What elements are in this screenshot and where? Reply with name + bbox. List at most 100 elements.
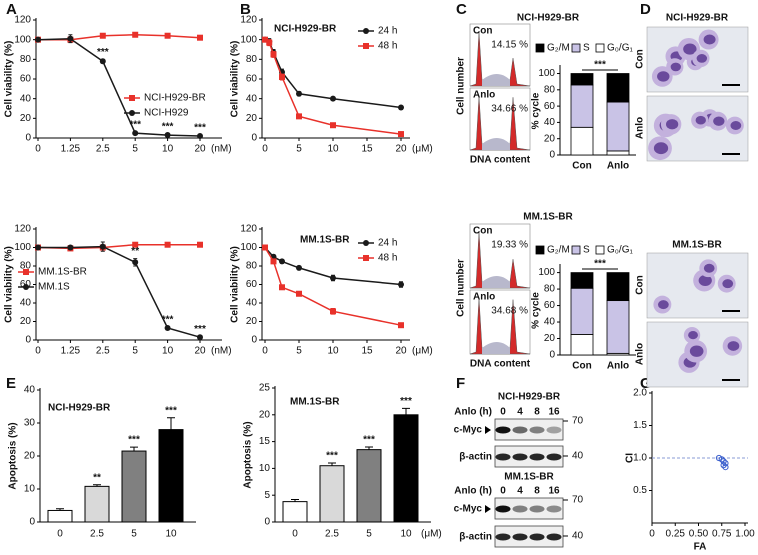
marker bbox=[279, 258, 285, 265]
y-tick-label: 100 bbox=[538, 267, 555, 278]
x-axis-label: FA bbox=[694, 542, 707, 553]
y-axis-label: Cell viability (%) bbox=[230, 246, 241, 323]
error-bar bbox=[167, 417, 175, 430]
x-tick-label: 2.5 bbox=[325, 529, 339, 540]
marker bbox=[164, 324, 171, 331]
nucleus bbox=[703, 34, 716, 45]
y-tick-label: 2.0 bbox=[633, 388, 647, 399]
x-tick-label: 0 bbox=[35, 144, 41, 155]
x-unit: (μM) bbox=[412, 346, 433, 357]
y-tick-label: 10 bbox=[259, 463, 271, 474]
error-bar bbox=[130, 446, 138, 452]
nucleus bbox=[696, 54, 708, 63]
size-marker: 40 bbox=[572, 451, 584, 462]
x-tick-label: 20 bbox=[194, 346, 206, 357]
x-tick-label: 0 bbox=[57, 529, 63, 540]
nucleus bbox=[689, 345, 704, 357]
x-tick-label: Con bbox=[572, 161, 591, 172]
y-tick-label: 40 bbox=[20, 298, 32, 309]
significance: *** bbox=[97, 47, 109, 58]
blot-title: NCI-H929-BR bbox=[498, 392, 561, 403]
blot bbox=[494, 418, 564, 441]
legend-swatch bbox=[535, 245, 545, 255]
lane-label: 16 bbox=[548, 486, 560, 497]
error-bar bbox=[93, 484, 101, 487]
legend-marker bbox=[363, 255, 369, 261]
x-tick-label: 5 bbox=[296, 144, 302, 155]
marker bbox=[296, 113, 302, 120]
marker bbox=[279, 284, 285, 291]
bar-segment bbox=[606, 150, 630, 156]
y-tick-label: 20 bbox=[544, 133, 556, 144]
y-tick-label: 15 bbox=[259, 436, 271, 447]
x-tick-label: 0.75 bbox=[712, 529, 732, 540]
error-bar bbox=[402, 407, 410, 415]
y-tick-label: 1.0 bbox=[633, 453, 647, 464]
y-tick-label: 20 bbox=[24, 451, 36, 462]
significance: *** bbox=[400, 396, 412, 407]
nucleus bbox=[727, 341, 740, 351]
chart-title: NCI-H929-BR bbox=[48, 403, 111, 414]
legend-label: 24 h bbox=[378, 26, 397, 37]
bar-segment bbox=[606, 272, 630, 302]
band bbox=[512, 505, 528, 513]
band bbox=[546, 505, 562, 513]
significance: *** bbox=[194, 324, 206, 335]
marker bbox=[197, 34, 203, 41]
nucleus bbox=[670, 62, 681, 72]
x-tick-label: Anlo bbox=[607, 161, 629, 172]
percent-label: 34.68 % bbox=[491, 306, 528, 317]
y-tick-label: 60 bbox=[246, 279, 258, 290]
y-tick-label: 0 bbox=[25, 133, 31, 144]
marker bbox=[398, 281, 404, 288]
significance: *** bbox=[165, 405, 177, 416]
x-tick-label: 0.25 bbox=[666, 529, 686, 540]
histogram-s bbox=[482, 138, 510, 150]
panel-label: E bbox=[6, 375, 16, 392]
marker bbox=[67, 35, 74, 42]
x-tick-label: 2.5 bbox=[90, 529, 104, 540]
error-bar bbox=[328, 462, 336, 466]
y-tick-label: 100 bbox=[14, 34, 31, 45]
y-tick-label: 60 bbox=[544, 101, 556, 112]
legend-label: G₀/G₁ bbox=[607, 245, 633, 256]
x-axis-label: DNA content bbox=[470, 155, 531, 166]
x-tick-label: 20 bbox=[395, 144, 407, 155]
band bbox=[529, 505, 545, 513]
marker bbox=[132, 130, 139, 137]
significance: *** bbox=[594, 259, 606, 270]
marker bbox=[35, 244, 41, 251]
lane-label: 16 bbox=[548, 407, 560, 418]
legend-swatch bbox=[571, 245, 581, 255]
bar bbox=[319, 465, 345, 523]
condition-label: Con bbox=[473, 26, 492, 37]
y-tick-label: 100 bbox=[538, 68, 555, 79]
x-tick-label: 10 bbox=[400, 529, 412, 540]
band bbox=[495, 533, 511, 541]
band bbox=[546, 426, 562, 434]
y-tick-label: 100 bbox=[240, 242, 257, 253]
y-tick-label: 0.5 bbox=[633, 485, 647, 496]
x-unit: (μM) bbox=[421, 529, 442, 540]
bar-segment bbox=[570, 84, 594, 128]
band bbox=[529, 426, 545, 434]
legend-label: S bbox=[583, 43, 590, 54]
marker bbox=[197, 334, 203, 341]
y-tick-label: 80 bbox=[544, 284, 556, 295]
legend-marker bbox=[363, 240, 369, 246]
marker bbox=[99, 58, 106, 65]
treatment-label: Anlo (h) bbox=[454, 407, 492, 418]
marker bbox=[197, 133, 203, 140]
x-tick-label: 0 bbox=[292, 529, 298, 540]
nucleus bbox=[688, 331, 698, 340]
y-tick-label: 30 bbox=[24, 418, 36, 429]
histogram-s bbox=[482, 276, 510, 288]
y-tick-label: 120 bbox=[240, 224, 257, 235]
size-marker: 70 bbox=[572, 495, 584, 506]
y-tick-label: 5 bbox=[264, 490, 270, 501]
y-tick-label: 0 bbox=[264, 517, 270, 528]
y-tick-label: 40 bbox=[20, 93, 32, 104]
legend-label: MM.1S bbox=[38, 282, 70, 293]
